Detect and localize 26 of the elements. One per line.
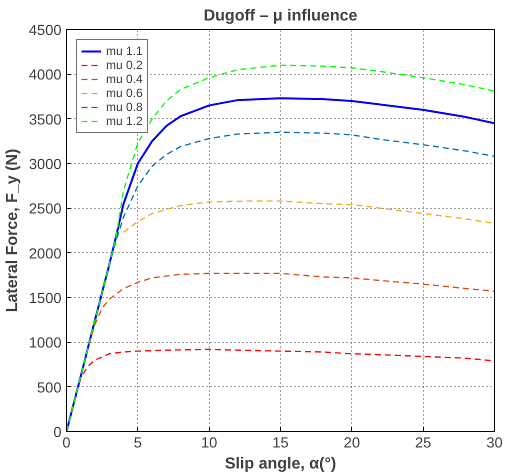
x-tick-label: 30 [486, 436, 503, 452]
chart-title: Dugoff – μ influence [204, 8, 358, 24]
legend-label: mu 0.2 [106, 58, 143, 72]
y-tick-label: 1000 [28, 336, 62, 352]
y-tick-label: 1500 [28, 291, 62, 307]
y-tick-label: 4000 [28, 68, 62, 84]
legend-label: mu 1.2 [106, 114, 143, 128]
x-tick-label: 25 [415, 436, 432, 452]
y-tick-label: 3000 [28, 157, 62, 173]
line-series [122, 200, 494, 233]
x-tick-label: 20 [344, 436, 360, 452]
y-tick-label: 2000 [28, 246, 62, 262]
legend-label: mu 0.8 [106, 100, 143, 114]
y-tick-label: 500 [37, 380, 62, 396]
y-tick-label: 3500 [28, 112, 62, 128]
y-tick-label: 4500 [28, 23, 62, 39]
legend-label: mu 0.4 [106, 72, 143, 86]
x-axis-title: Slip angle, α(°) [224, 456, 336, 472]
x-tick-label: 10 [201, 436, 218, 452]
x-tick-label: 15 [272, 436, 289, 452]
y-tick-label: 0 [53, 425, 62, 441]
y-axis-title: Lateral Force, F_y (N) [4, 148, 21, 312]
y-tick-label: 2500 [28, 202, 62, 218]
legend-label: mu 0.6 [106, 86, 143, 100]
legend-label: mu 1.1 [106, 44, 143, 58]
x-tick-label: 5 [134, 436, 142, 452]
